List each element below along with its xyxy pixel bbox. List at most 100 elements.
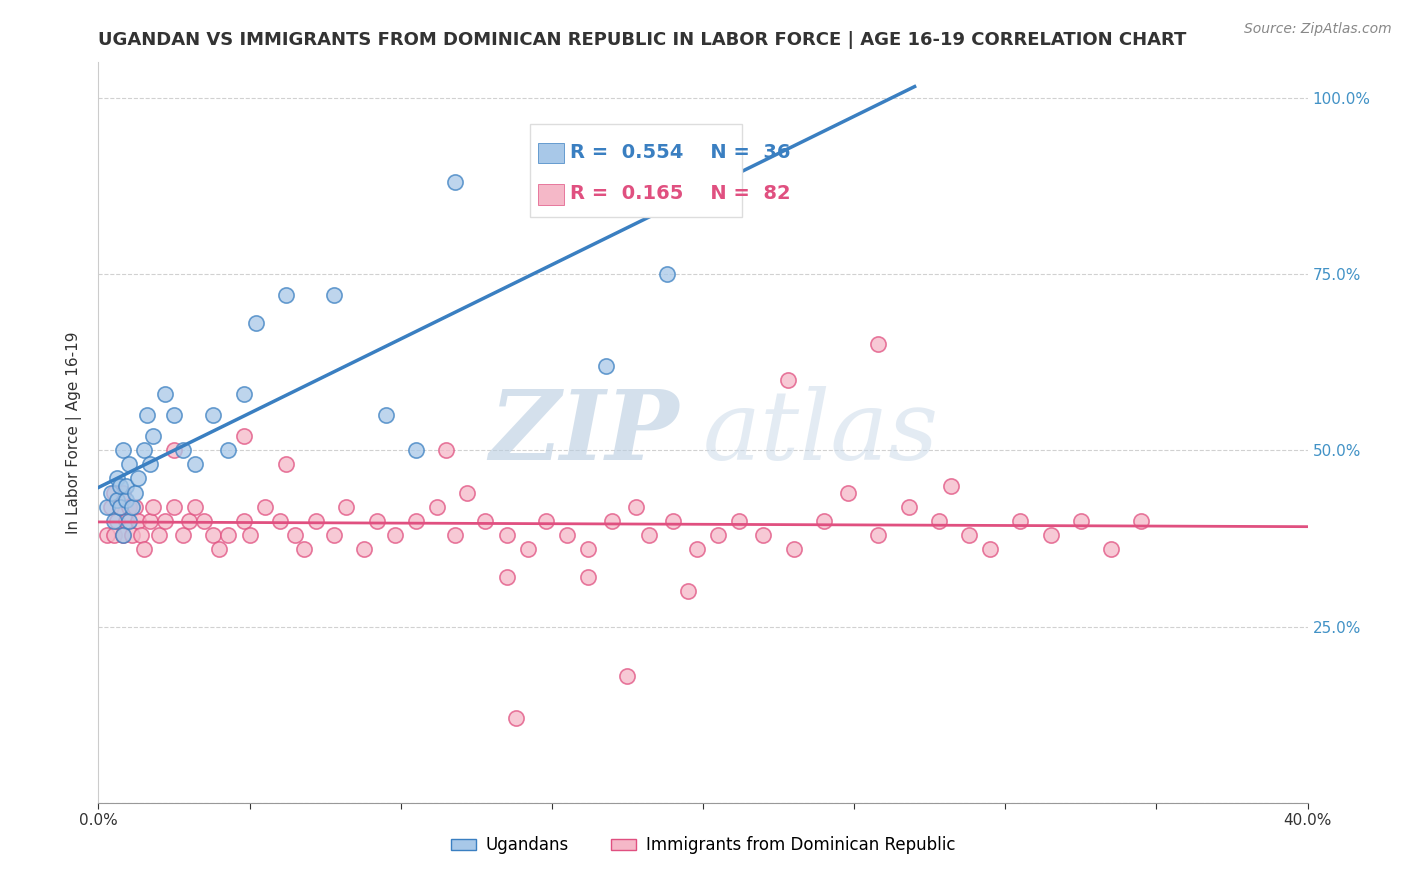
Point: [707, 528, 730, 542]
Point: [505, 711, 527, 725]
Point: [103, 485, 125, 500]
Point: [616, 669, 638, 683]
Point: [269, 514, 291, 528]
Point: [1099, 541, 1122, 556]
Point: [323, 288, 346, 302]
Point: [626, 500, 648, 514]
Point: [135, 408, 157, 422]
Point: [284, 528, 307, 542]
Point: [103, 514, 125, 528]
Point: [184, 500, 207, 514]
Point: [202, 408, 225, 422]
Point: [142, 429, 165, 443]
Point: [193, 514, 215, 528]
Point: [939, 478, 962, 492]
Point: [163, 500, 186, 514]
Legend: Ugandans, Immigrants from Dominican Republic: Ugandans, Immigrants from Dominican Repu…: [444, 830, 962, 861]
Point: [232, 429, 254, 443]
Point: [111, 528, 134, 542]
Point: [405, 443, 427, 458]
Point: [783, 541, 806, 556]
Point: [153, 514, 176, 528]
Point: [124, 485, 146, 500]
Point: [676, 584, 699, 599]
Point: [686, 541, 709, 556]
Point: [124, 500, 146, 514]
Point: [456, 485, 478, 500]
Point: [253, 500, 276, 514]
Point: [495, 528, 517, 542]
Point: [121, 500, 143, 514]
Point: [444, 528, 467, 542]
Point: [957, 528, 980, 542]
Point: [121, 528, 143, 542]
Point: [129, 528, 152, 542]
Point: [239, 528, 262, 542]
Point: [217, 443, 239, 458]
Point: [426, 500, 449, 514]
Text: R =  0.165    N =  82: R = 0.165 N = 82: [571, 185, 792, 203]
Point: [111, 443, 134, 458]
Text: Source: ZipAtlas.com: Source: ZipAtlas.com: [1244, 22, 1392, 37]
Point: [232, 387, 254, 401]
Point: [202, 528, 225, 542]
Point: [142, 500, 165, 514]
Point: [139, 514, 162, 528]
Point: [928, 514, 950, 528]
Point: [1039, 528, 1062, 542]
Point: [108, 500, 131, 514]
Point: [1010, 514, 1032, 528]
Point: [172, 443, 194, 458]
Point: [148, 528, 170, 542]
Point: [96, 500, 118, 514]
Point: [366, 514, 388, 528]
Point: [274, 458, 297, 472]
Point: [534, 126, 557, 140]
Point: [813, 514, 835, 528]
Point: [274, 288, 297, 302]
Point: [105, 492, 128, 507]
Point: [111, 485, 134, 500]
Point: [576, 541, 599, 556]
Point: [292, 541, 315, 556]
Point: [127, 514, 149, 528]
Point: [100, 500, 122, 514]
Point: [217, 528, 239, 542]
Text: ZIP: ZIP: [489, 385, 679, 480]
Point: [595, 359, 617, 373]
Point: [576, 570, 599, 584]
Point: [114, 478, 136, 492]
Point: [118, 514, 141, 528]
Point: [405, 514, 427, 528]
Point: [153, 387, 176, 401]
Point: [111, 528, 134, 542]
Point: [1130, 514, 1153, 528]
Point: [179, 514, 201, 528]
Point: [434, 443, 457, 458]
Point: [374, 408, 396, 422]
Point: [132, 541, 155, 556]
Point: [323, 528, 346, 542]
Point: [602, 514, 624, 528]
Point: [232, 514, 254, 528]
Point: [444, 175, 467, 189]
Point: [118, 500, 141, 514]
Point: [868, 337, 890, 351]
Point: [163, 408, 186, 422]
Point: [108, 478, 131, 492]
Y-axis label: In Labor Force | Age 16-19: In Labor Force | Age 16-19: [66, 331, 83, 534]
Point: [897, 500, 920, 514]
Point: [305, 514, 328, 528]
Point: [100, 485, 122, 500]
Point: [353, 541, 375, 556]
Point: [172, 528, 194, 542]
Point: [127, 471, 149, 485]
Point: [555, 528, 578, 542]
Point: [132, 443, 155, 458]
Point: [655, 267, 678, 281]
Point: [96, 528, 118, 542]
Point: [534, 514, 557, 528]
Point: [384, 528, 406, 542]
Point: [661, 514, 683, 528]
Point: [776, 373, 799, 387]
